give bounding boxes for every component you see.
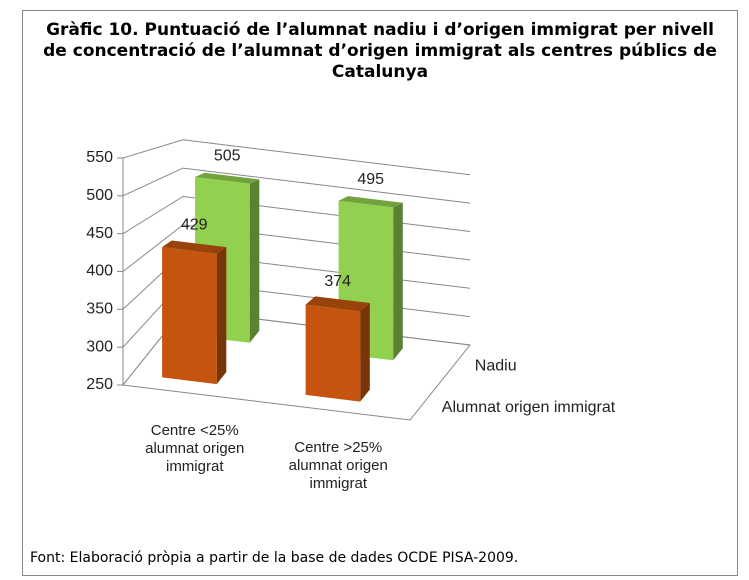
bar-side bbox=[216, 247, 227, 385]
x-tick-label: Centre >25% alumnat origen immigrat bbox=[288, 439, 388, 493]
data-label: 505 bbox=[214, 147, 241, 164]
bar-top bbox=[162, 240, 227, 254]
data-label: 495 bbox=[357, 171, 384, 188]
frame bbox=[22, 10, 738, 576]
series-label: Nadiu bbox=[475, 358, 517, 375]
y-tick-label: 350 bbox=[86, 301, 113, 318]
y-tick-label: 250 bbox=[86, 376, 113, 393]
y-tick-label: 400 bbox=[86, 263, 113, 280]
y-tick-label: 300 bbox=[86, 338, 113, 355]
data-label: 374 bbox=[324, 273, 351, 290]
y-tick-label: 450 bbox=[86, 225, 113, 242]
bar-top bbox=[195, 172, 260, 184]
bar-side bbox=[360, 303, 370, 402]
bar-top bbox=[338, 196, 403, 208]
grid-line bbox=[122, 195, 471, 235]
y-tick-label: 550 bbox=[86, 149, 113, 166]
data-label: 429 bbox=[181, 216, 208, 233]
bar-side bbox=[249, 179, 260, 343]
source-note: Font: Elaboració pròpia a partir de la b… bbox=[30, 550, 519, 566]
bar bbox=[162, 247, 217, 385]
bar-top bbox=[305, 296, 370, 312]
series-label: Alumnat origen immigrat bbox=[442, 399, 616, 416]
bar bbox=[305, 304, 361, 402]
grid-line bbox=[122, 139, 471, 176]
grid-line bbox=[122, 167, 471, 204]
x-tick-label: Centre <25% alumnat origen immigrat bbox=[145, 421, 245, 475]
y-tick-label: 500 bbox=[86, 187, 113, 204]
bar-side bbox=[393, 202, 403, 361]
chart-title: Gràfic 10. Puntuació de l’alumnat nadiu … bbox=[43, 20, 717, 82]
